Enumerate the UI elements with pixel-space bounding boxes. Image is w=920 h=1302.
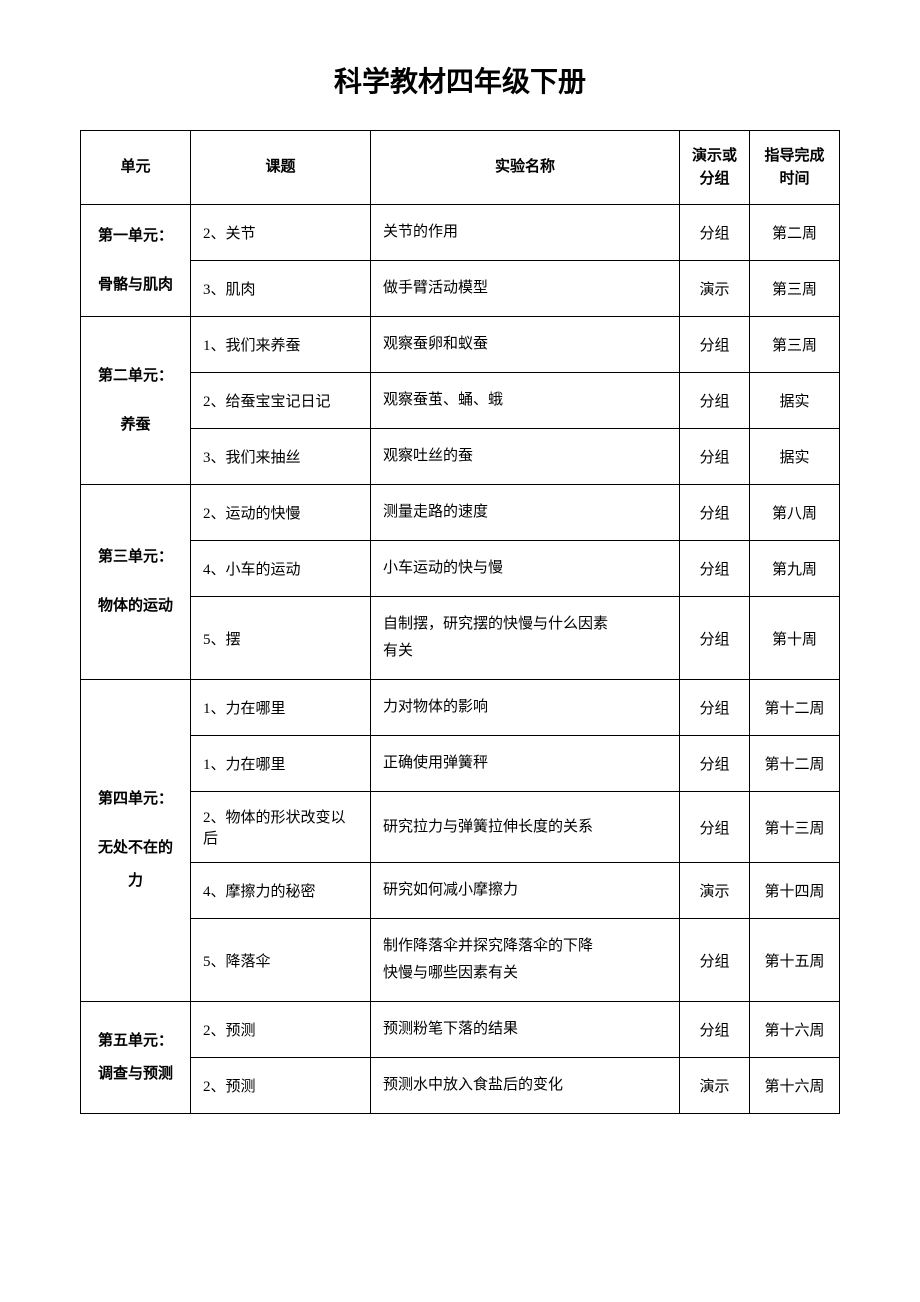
time-cell: 第九周	[750, 541, 840, 597]
topic-cell: 2、物体的形状改变以后	[191, 792, 371, 863]
type-cell: 分组	[680, 736, 750, 792]
type-cell: 演示	[680, 863, 750, 919]
type-cell: 分组	[680, 919, 750, 1002]
time-cell: 第十六周	[750, 1058, 840, 1114]
experiment-table: 单元 课题 实验名称 演示或分组 指导完成时间 第一单元：骨骼与肌肉2、关节关节…	[80, 130, 840, 1114]
topic-cell: 3、肌肉	[191, 261, 371, 317]
table-row: 1、力在哪里正确使用弹簧秤分组第十二周	[81, 736, 840, 792]
experiment-cell: 制作降落伞并探究降落伞的下降快慢与哪些因素有关	[371, 919, 680, 1002]
type-cell: 演示	[680, 261, 750, 317]
time-cell: 据实	[750, 373, 840, 429]
type-cell: 分组	[680, 205, 750, 261]
type-cell: 分组	[680, 792, 750, 863]
topic-cell: 2、预测	[191, 1002, 371, 1058]
experiment-cell: 观察蚕卵和蚁蚕	[371, 317, 680, 373]
time-cell: 第十四周	[750, 863, 840, 919]
time-cell: 第三周	[750, 261, 840, 317]
topic-cell: 1、力在哪里	[191, 680, 371, 736]
experiment-cell: 测量走路的速度	[371, 485, 680, 541]
topic-cell: 2、运动的快慢	[191, 485, 371, 541]
unit-cell: 第二单元：养蚕	[81, 317, 191, 485]
time-cell: 第三周	[750, 317, 840, 373]
experiment-cell: 预测水中放入食盐后的变化	[371, 1058, 680, 1114]
unit-cell: 第三单元：物体的运动	[81, 485, 191, 680]
time-cell: 第十二周	[750, 736, 840, 792]
header-topic: 课题	[191, 131, 371, 205]
page-title: 科学教材四年级下册	[80, 60, 840, 100]
topic-cell: 5、摆	[191, 597, 371, 680]
time-cell: 第八周	[750, 485, 840, 541]
table-row: 2、物体的形状改变以后研究拉力与弹簧拉伸长度的关系分组第十三周	[81, 792, 840, 863]
experiment-cell: 预测粉笔下落的结果	[371, 1002, 680, 1058]
experiment-cell: 研究拉力与弹簧拉伸长度的关系	[371, 792, 680, 863]
experiment-cell: 研究如何减小摩擦力	[371, 863, 680, 919]
table-row: 2、预测预测水中放入食盐后的变化演示第十六周	[81, 1058, 840, 1114]
topic-cell: 3、我们来抽丝	[191, 429, 371, 485]
table-header-row: 单元 课题 实验名称 演示或分组 指导完成时间	[81, 131, 840, 205]
experiment-cell: 关节的作用	[371, 205, 680, 261]
experiment-cell: 做手臂活动模型	[371, 261, 680, 317]
time-cell: 第十周	[750, 597, 840, 680]
topic-cell: 2、给蚕宝宝记日记	[191, 373, 371, 429]
header-type: 演示或分组	[680, 131, 750, 205]
table-row: 第二单元：养蚕1、我们来养蚕观察蚕卵和蚁蚕分组第三周	[81, 317, 840, 373]
table-row: 4、摩擦力的秘密研究如何减小摩擦力演示第十四周	[81, 863, 840, 919]
time-cell: 据实	[750, 429, 840, 485]
topic-cell: 2、预测	[191, 1058, 371, 1114]
type-cell: 分组	[680, 1002, 750, 1058]
unit-cell: 第四单元：无处不在的力	[81, 680, 191, 1002]
header-unit: 单元	[81, 131, 191, 205]
table-row: 3、肌肉做手臂活动模型演示第三周	[81, 261, 840, 317]
experiment-cell: 小车运动的快与慢	[371, 541, 680, 597]
topic-cell: 4、摩擦力的秘密	[191, 863, 371, 919]
table-row: 4、小车的运动小车运动的快与慢分组第九周	[81, 541, 840, 597]
time-cell: 第十三周	[750, 792, 840, 863]
table-row: 第五单元：调查与预测2、预测预测粉笔下落的结果分组第十六周	[81, 1002, 840, 1058]
type-cell: 演示	[680, 1058, 750, 1114]
type-cell: 分组	[680, 597, 750, 680]
topic-cell: 1、我们来养蚕	[191, 317, 371, 373]
type-cell: 分组	[680, 429, 750, 485]
time-cell: 第十五周	[750, 919, 840, 1002]
experiment-cell: 观察吐丝的蚕	[371, 429, 680, 485]
time-cell: 第十六周	[750, 1002, 840, 1058]
table-row: 2、给蚕宝宝记日记观察蚕茧、蛹、蛾分组据实	[81, 373, 840, 429]
header-experiment: 实验名称	[371, 131, 680, 205]
topic-cell: 2、关节	[191, 205, 371, 261]
table-row: 第一单元：骨骼与肌肉2、关节关节的作用分组第二周	[81, 205, 840, 261]
topic-cell: 5、降落伞	[191, 919, 371, 1002]
topic-cell: 4、小车的运动	[191, 541, 371, 597]
experiment-cell: 观察蚕茧、蛹、蛾	[371, 373, 680, 429]
type-cell: 分组	[680, 485, 750, 541]
table-row: 第三单元：物体的运动2、运动的快慢测量走路的速度分组第八周	[81, 485, 840, 541]
table-row: 3、我们来抽丝观察吐丝的蚕分组据实	[81, 429, 840, 485]
table-row: 5、降落伞制作降落伞并探究降落伞的下降快慢与哪些因素有关分组第十五周	[81, 919, 840, 1002]
topic-cell: 1、力在哪里	[191, 736, 371, 792]
unit-cell: 第五单元：调查与预测	[81, 1002, 191, 1114]
experiment-cell: 自制摆，研究摆的快慢与什么因素有关	[371, 597, 680, 680]
table-row: 第四单元：无处不在的力1、力在哪里力对物体的影响分组第十二周	[81, 680, 840, 736]
table-row: 5、摆自制摆，研究摆的快慢与什么因素有关分组第十周	[81, 597, 840, 680]
unit-cell: 第一单元：骨骼与肌肉	[81, 205, 191, 317]
type-cell: 分组	[680, 541, 750, 597]
time-cell: 第二周	[750, 205, 840, 261]
type-cell: 分组	[680, 317, 750, 373]
type-cell: 分组	[680, 680, 750, 736]
experiment-cell: 力对物体的影响	[371, 680, 680, 736]
header-time: 指导完成时间	[750, 131, 840, 205]
time-cell: 第十二周	[750, 680, 840, 736]
type-cell: 分组	[680, 373, 750, 429]
experiment-cell: 正确使用弹簧秤	[371, 736, 680, 792]
